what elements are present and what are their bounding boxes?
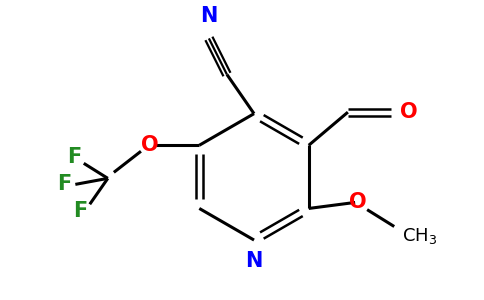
Text: CH$_3$: CH$_3$ — [402, 226, 437, 245]
Text: O: O — [400, 102, 418, 122]
Text: O: O — [349, 192, 367, 212]
Text: N: N — [245, 251, 263, 271]
Text: O: O — [141, 135, 159, 155]
Text: F: F — [74, 202, 88, 221]
Text: F: F — [58, 174, 72, 194]
Text: F: F — [68, 147, 82, 167]
Text: N: N — [200, 6, 218, 26]
